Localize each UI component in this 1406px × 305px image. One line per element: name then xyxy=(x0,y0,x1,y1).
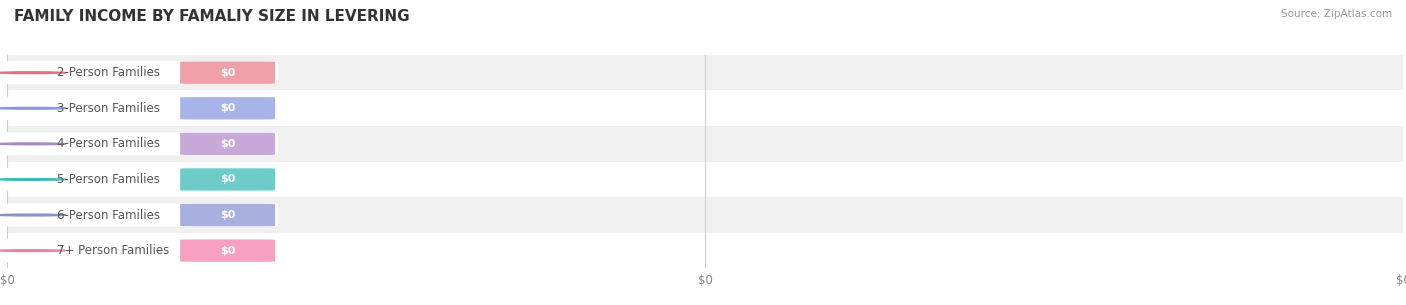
Text: $0: $0 xyxy=(219,210,235,220)
Text: $0: $0 xyxy=(219,174,235,185)
Text: 4-Person Families: 4-Person Families xyxy=(58,137,160,150)
Bar xyxy=(7,91,1403,126)
FancyBboxPatch shape xyxy=(180,133,276,155)
Bar xyxy=(7,126,1403,162)
FancyBboxPatch shape xyxy=(180,204,276,226)
Bar xyxy=(7,233,1403,268)
Text: 6-Person Families: 6-Person Families xyxy=(58,209,160,221)
FancyBboxPatch shape xyxy=(0,97,278,120)
FancyBboxPatch shape xyxy=(180,62,276,84)
FancyBboxPatch shape xyxy=(0,61,278,84)
Text: 2-Person Families: 2-Person Families xyxy=(58,66,160,79)
FancyBboxPatch shape xyxy=(180,168,276,191)
Text: FAMILY INCOME BY FAMALIY SIZE IN LEVERING: FAMILY INCOME BY FAMALIY SIZE IN LEVERIN… xyxy=(14,9,409,24)
Text: 7+ Person Families: 7+ Person Families xyxy=(58,244,170,257)
Text: $0: $0 xyxy=(219,68,235,78)
Bar xyxy=(7,55,1403,91)
Bar xyxy=(7,162,1403,197)
FancyBboxPatch shape xyxy=(0,203,278,227)
Circle shape xyxy=(0,214,66,216)
FancyBboxPatch shape xyxy=(180,239,276,262)
Bar xyxy=(7,197,1403,233)
FancyBboxPatch shape xyxy=(0,132,278,156)
FancyBboxPatch shape xyxy=(180,97,276,120)
Circle shape xyxy=(0,72,66,74)
Text: $0: $0 xyxy=(219,139,235,149)
Circle shape xyxy=(0,143,66,145)
Text: 5-Person Families: 5-Person Families xyxy=(58,173,160,186)
Text: $0: $0 xyxy=(219,246,235,256)
Text: $0: $0 xyxy=(219,103,235,113)
Circle shape xyxy=(0,250,66,252)
Text: Source: ZipAtlas.com: Source: ZipAtlas.com xyxy=(1281,9,1392,19)
FancyBboxPatch shape xyxy=(0,168,278,191)
Circle shape xyxy=(0,107,66,109)
Text: 3-Person Families: 3-Person Families xyxy=(58,102,160,115)
FancyBboxPatch shape xyxy=(0,239,278,262)
Circle shape xyxy=(0,178,66,180)
